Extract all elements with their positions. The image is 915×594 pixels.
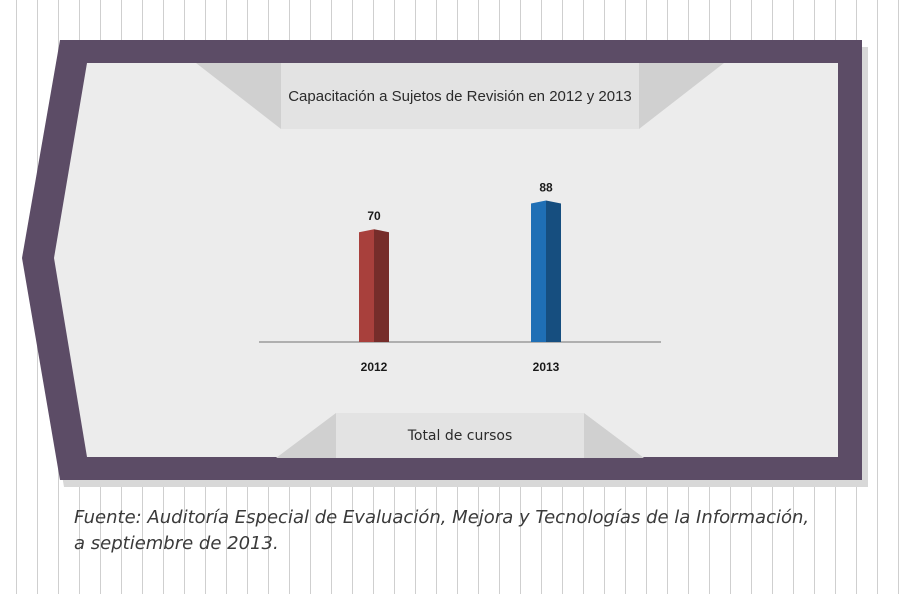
tick-label-2012: 2012 [361,360,388,374]
title-banner-left-wing [196,63,281,129]
bar-2012 [359,229,374,342]
xlabel-banner [336,413,584,458]
chart-panel [54,63,838,457]
bar-side-2013 [546,200,561,342]
data-label-2013: 88 [539,180,553,194]
source-line-2: a septiembre de 2013. [74,533,279,554]
source-line-1: Fuente: Auditoría Especial de Evaluación… [74,507,810,528]
bar-side-2012 [374,229,389,342]
title-banner-right-wing [639,63,724,129]
tick-label-2013: 2013 [533,360,560,374]
chart-title: Capacitación a Sujetos de Revisión en 20… [288,87,632,105]
bar-2013 [531,200,546,342]
xlabel-banner-left-wing [276,413,336,458]
x-axis-label: Total de cursos [407,428,513,444]
title-banner [281,63,639,129]
data-label-2012: 70 [367,209,381,223]
xlabel-banner-right-wing [584,413,644,458]
bars-group: 70 2012 88 2013 [359,180,561,374]
source-note: Fuente: Auditoría Especial de Evaluación… [74,505,874,557]
